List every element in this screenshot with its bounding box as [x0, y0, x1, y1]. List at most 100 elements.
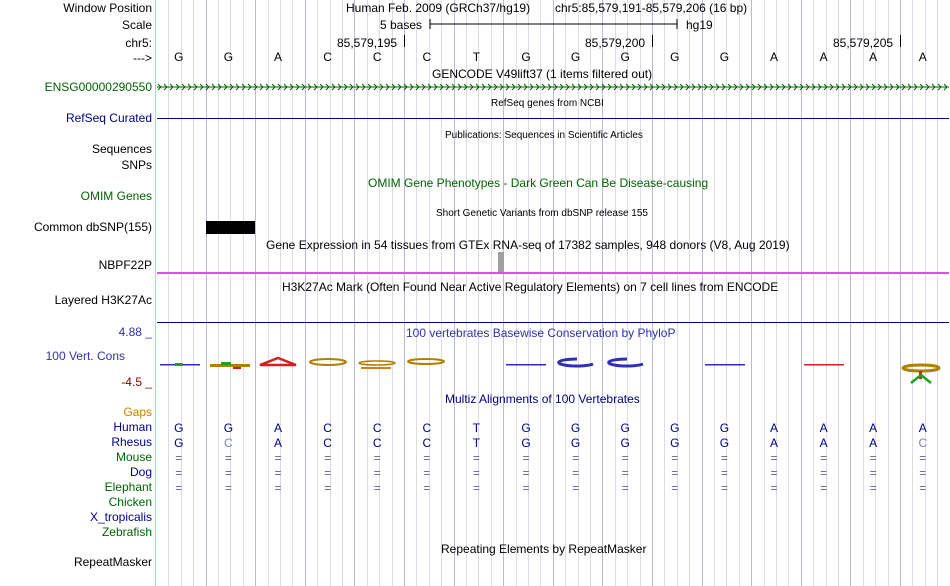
rhesus-base: G — [174, 436, 184, 450]
dog-base: = — [324, 466, 332, 480]
label-layered-h3k27ac[interactable]: Layered H3K27Ac — [54, 293, 152, 307]
grid-line — [416, 0, 418, 586]
mouse-base: = — [423, 451, 431, 465]
multiz-track-title: Multiz Alignments of 100 Vertebrates — [445, 392, 640, 406]
human-base: A — [769, 421, 778, 435]
gtex-track-title: Gene Expression in 54 tissues from GTEx … — [266, 238, 790, 252]
rhesus-base: C — [323, 436, 332, 450]
label-repeatmasker[interactable]: RepeatMasker — [73, 555, 152, 569]
mouse-base: = — [324, 451, 332, 465]
grid-line — [304, 0, 306, 586]
base-letter: G — [570, 50, 581, 64]
grid-line — [726, 0, 728, 586]
base-letter: C — [372, 50, 382, 64]
label-sequences[interactable]: Sequences — [91, 142, 152, 156]
grid-line — [242, 0, 244, 586]
mouse-base: = — [820, 451, 828, 465]
human-base: C — [323, 421, 332, 435]
grid-line — [503, 0, 505, 586]
cons-mark-5 — [358, 360, 396, 369]
mouse-base: = — [720, 451, 728, 465]
elephant-base: = — [919, 481, 927, 495]
base-letter: G — [719, 50, 730, 64]
dog-base: = — [869, 466, 877, 480]
rhesus-base: A — [869, 436, 878, 450]
assembly-title: Human Feb. 2009 (GRCh37/hg19) — [346, 1, 531, 15]
base-letter: C — [323, 50, 332, 64]
ruler-coord-2: 85,579,200 — [585, 36, 646, 50]
grid-line — [689, 0, 691, 586]
cons-mark-8 — [557, 357, 594, 368]
grid-line — [763, 0, 765, 586]
grid-line — [900, 0, 901, 586]
elephant-base: = — [621, 481, 629, 495]
cons-mark-1 — [160, 363, 200, 366]
h3k27ac-track-title: H3K27Ac Mark (Often Found Near Active Re… — [282, 280, 779, 294]
label-human: Human — [113, 420, 152, 434]
human-base: C — [422, 421, 432, 435]
dog-base: = — [373, 466, 381, 480]
dog-base: = — [472, 466, 480, 480]
elephant-base: = — [671, 481, 679, 495]
gtex-expression-bar[interactable] — [498, 252, 504, 272]
label-gaps: Gaps — [123, 405, 152, 419]
grid-line — [664, 0, 666, 586]
label-nbpf22p[interactable]: NBPF22P — [98, 258, 152, 272]
label-rhesus: Rhesus — [111, 435, 152, 449]
base-letter: A — [769, 50, 778, 64]
dbsnp-variant-block[interactable] — [206, 221, 255, 234]
base-letter: C — [422, 50, 432, 64]
label-refseq-curated[interactable]: RefSeq Curated — [65, 111, 152, 125]
base-letter: A — [273, 50, 282, 64]
rhesus-base: T — [472, 436, 481, 450]
grid-line — [404, 0, 405, 586]
label-zebrafish: Zebrafish — [101, 525, 152, 539]
base-letter: G — [174, 50, 184, 64]
grid-line — [366, 0, 368, 586]
grid-line — [428, 0, 430, 586]
grid-line — [441, 0, 443, 586]
label-gencode-gene[interactable]: ENSG00000290550 — [44, 80, 152, 94]
label-snps[interactable]: SNPs — [121, 158, 152, 172]
h3k27ac-baseline — [157, 322, 949, 323]
grid-line — [875, 0, 877, 586]
grid-line — [676, 0, 678, 586]
rhesus-base: C — [224, 436, 233, 450]
grid-line — [813, 0, 815, 586]
gencode-track-title: GENCODE V49lift37 (1 items filtered out) — [432, 67, 653, 81]
cons-mark-2 — [210, 362, 250, 369]
grid-line — [577, 0, 579, 586]
label-100-vert-cons[interactable]: 100 Vert. Cons — [45, 349, 125, 363]
conservation-logo-plot — [160, 356, 941, 384]
grid-line — [280, 0, 281, 586]
grid-line — [466, 0, 467, 586]
grid-line — [627, 0, 629, 586]
mouse-base: = — [919, 451, 927, 465]
ruler-coord-1: 85,579,195 — [337, 36, 398, 50]
grid-line — [515, 0, 517, 586]
ruler-coord-3: 85,579,205 — [833, 36, 894, 50]
label-omim-genes[interactable]: OMIM Genes — [80, 189, 152, 203]
label-dog: Dog — [129, 465, 152, 479]
elephant-base: = — [720, 481, 728, 495]
base-letter: G — [521, 50, 531, 64]
label-chicken: Chicken — [108, 495, 152, 509]
label-elephant: Elephant — [104, 480, 152, 494]
grid-line — [168, 0, 170, 586]
label-window-position: Window Position — [63, 1, 152, 15]
mouse-base: = — [224, 451, 232, 465]
rhesus-base: G — [570, 436, 581, 450]
grid-line — [205, 0, 207, 586]
elephant-base: = — [373, 481, 381, 495]
publications-track-title: Publications: Sequences in Scientific Ar… — [445, 130, 643, 141]
label-mouse: Mouse — [115, 450, 152, 464]
human-base: G — [570, 421, 581, 435]
grid-line — [218, 0, 219, 586]
refseq-track-title: RefSeq genes from NCBI — [491, 98, 604, 109]
label-chr: chr5: — [125, 36, 152, 50]
cons-mark-4 — [309, 358, 347, 366]
gencode-gene-feature[interactable] — [157, 82, 949, 92]
refseq-gene-line[interactable] — [157, 118, 949, 119]
label-common-dbsnp[interactable]: Common dbSNP(155) — [33, 220, 152, 234]
base-letter: G — [620, 50, 630, 64]
